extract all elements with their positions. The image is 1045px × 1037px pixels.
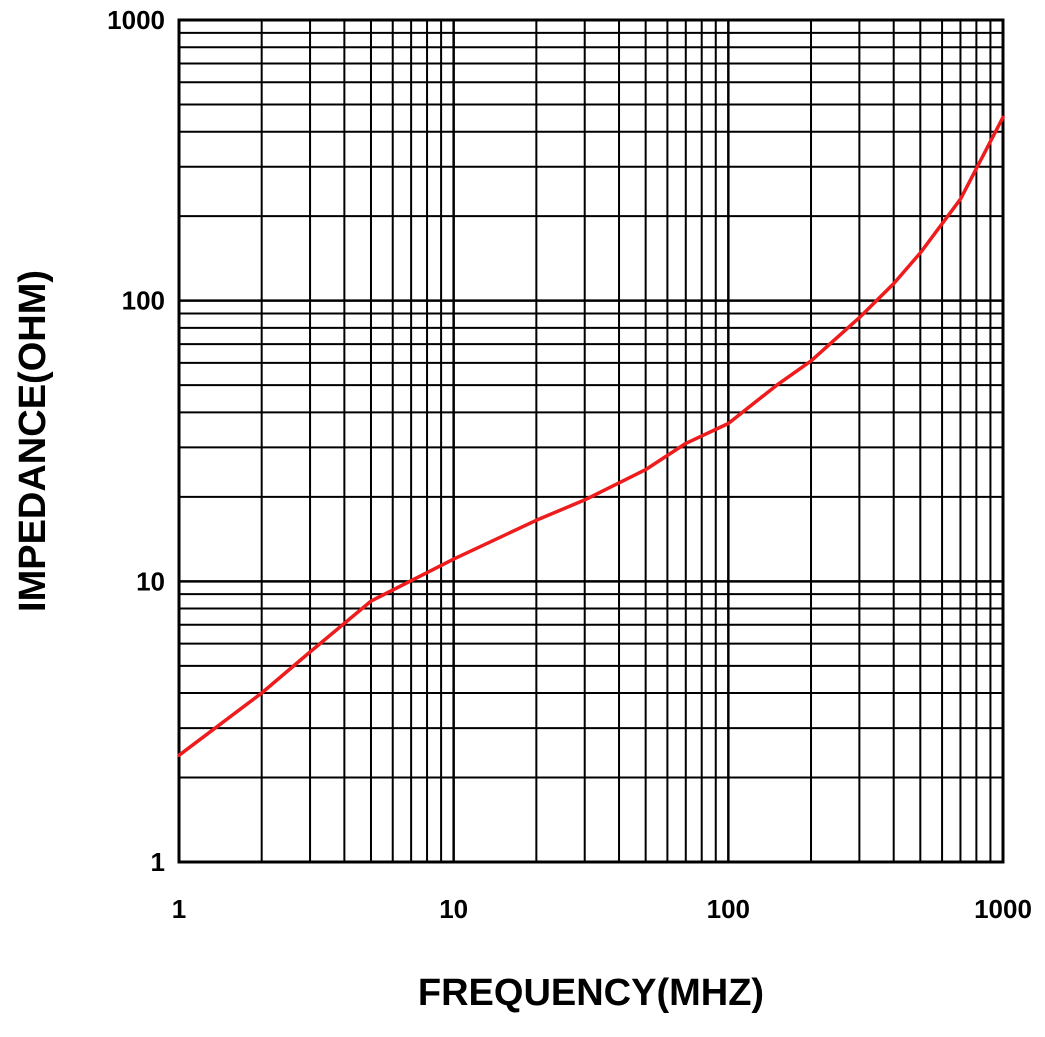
y-tick-label: 1000 xyxy=(107,5,165,35)
plot-frame xyxy=(177,18,1005,864)
y-axis-label: IMPEDANCE(OHM) xyxy=(12,270,54,612)
x-tick-label: 1000 xyxy=(974,894,1032,924)
x-axis-label: FREQUENCY(MHZ) xyxy=(418,972,764,1014)
x-tick-label: 1 xyxy=(172,894,186,924)
series-line-impedance xyxy=(177,115,1005,758)
x-tick-label: 10 xyxy=(439,894,468,924)
y-tick-label: 10 xyxy=(136,566,165,596)
y-tick-label: 100 xyxy=(122,286,165,316)
grid-lines xyxy=(179,20,1003,862)
x-tick-labels: 1 10 100 1000 xyxy=(172,894,1032,924)
y-tick-label: 1 xyxy=(151,847,165,877)
y-tick-labels: 1 10 100 1000 xyxy=(107,5,165,877)
x-tick-label: 100 xyxy=(707,894,750,924)
